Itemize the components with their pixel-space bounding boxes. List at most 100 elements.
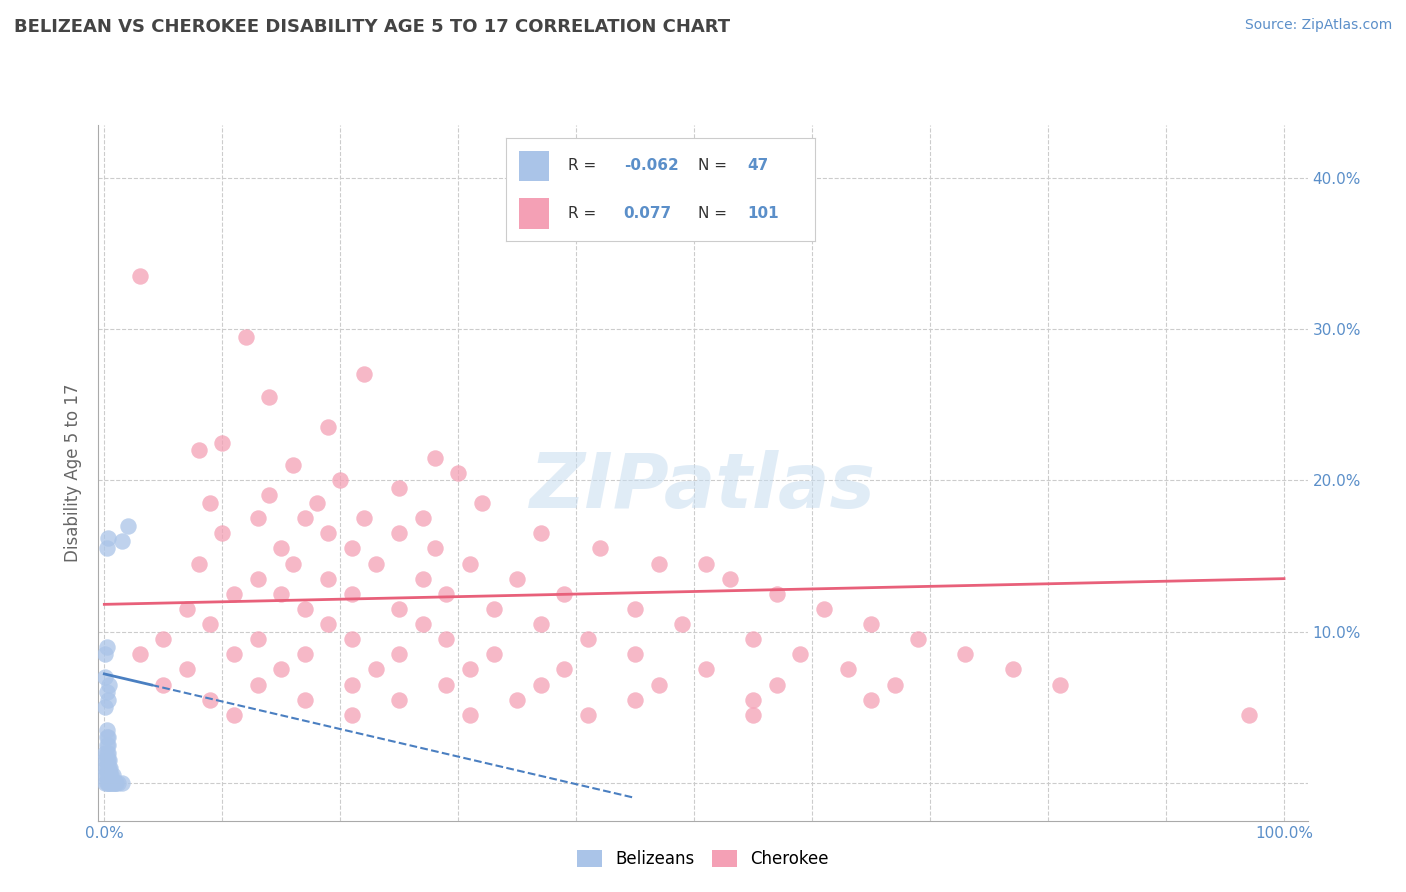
Point — [94, 700, 117, 714]
Point — [200, 692, 222, 706]
Point — [270, 587, 292, 601]
Point — [101, 776, 124, 790]
Point — [104, 776, 127, 790]
Bar — [519, 198, 550, 228]
Point — [553, 587, 575, 601]
Point — [329, 473, 352, 487]
Point — [103, 776, 125, 790]
Point — [94, 670, 117, 684]
Point — [436, 677, 458, 691]
Point — [907, 632, 929, 647]
Point — [97, 531, 120, 545]
Point — [211, 435, 233, 450]
Point — [94, 647, 117, 661]
Point — [553, 662, 575, 676]
Point — [624, 647, 647, 661]
Point — [318, 420, 340, 434]
Point — [412, 572, 434, 586]
Point — [648, 557, 671, 571]
Point — [235, 329, 257, 343]
Point — [152, 677, 174, 691]
Point — [94, 768, 117, 782]
Point — [530, 677, 553, 691]
Point — [98, 768, 121, 782]
Point — [340, 587, 363, 601]
Text: BELIZEAN VS CHEROKEE DISABILITY AGE 5 TO 17 CORRELATION CHART: BELIZEAN VS CHEROKEE DISABILITY AGE 5 TO… — [14, 18, 730, 36]
Point — [270, 541, 292, 556]
Point — [340, 541, 363, 556]
Point — [94, 776, 117, 790]
Point — [860, 617, 883, 632]
Point — [1049, 677, 1071, 691]
Point — [96, 685, 118, 699]
Point — [765, 677, 787, 691]
Point — [294, 647, 316, 661]
Point — [471, 496, 494, 510]
Point — [318, 617, 340, 632]
Point — [388, 526, 411, 541]
Bar — [519, 151, 550, 181]
Point — [813, 602, 835, 616]
Text: ZIPatlas: ZIPatlas — [530, 450, 876, 524]
Point — [742, 692, 765, 706]
Point — [96, 731, 118, 745]
Point — [482, 602, 505, 616]
Point — [340, 677, 363, 691]
Point — [97, 731, 120, 745]
Point — [98, 753, 121, 767]
Point — [388, 692, 411, 706]
Point — [100, 768, 122, 782]
Point — [246, 511, 269, 525]
Point — [200, 617, 222, 632]
Point — [765, 587, 787, 601]
Point — [98, 761, 121, 775]
Point — [246, 677, 269, 691]
Text: R =: R = — [568, 206, 602, 220]
Point — [222, 647, 245, 661]
Point — [506, 572, 529, 586]
Text: 0.077: 0.077 — [624, 206, 672, 220]
Point — [364, 662, 387, 676]
Point — [187, 557, 209, 571]
Point — [458, 707, 481, 722]
Point — [94, 761, 117, 775]
Point — [128, 269, 150, 284]
Point — [388, 602, 411, 616]
Point — [294, 602, 316, 616]
Point — [318, 526, 340, 541]
Point — [353, 511, 375, 525]
Point — [294, 511, 316, 525]
Point — [187, 443, 209, 458]
Point — [671, 617, 693, 632]
Point — [222, 707, 245, 722]
Point — [530, 526, 553, 541]
Point — [100, 776, 122, 790]
Point — [94, 753, 117, 767]
Point — [742, 632, 765, 647]
Point — [294, 692, 316, 706]
Point — [305, 496, 328, 510]
Point — [458, 662, 481, 676]
Point — [589, 541, 612, 556]
Text: Source: ZipAtlas.com: Source: ZipAtlas.com — [1244, 18, 1392, 32]
Point — [200, 496, 222, 510]
Point — [111, 533, 134, 548]
Point — [955, 647, 977, 661]
Point — [98, 768, 121, 782]
Point — [789, 647, 811, 661]
Point — [97, 761, 120, 775]
Point — [98, 776, 121, 790]
Point — [105, 776, 128, 790]
Point — [482, 647, 505, 661]
Point — [97, 753, 120, 767]
Point — [176, 662, 198, 676]
Point — [211, 526, 233, 541]
Point — [270, 662, 292, 676]
Point — [281, 458, 304, 473]
Point — [883, 677, 905, 691]
Point — [98, 776, 121, 790]
Point — [281, 557, 304, 571]
Point — [246, 572, 269, 586]
Point — [96, 776, 118, 790]
Point — [860, 692, 883, 706]
